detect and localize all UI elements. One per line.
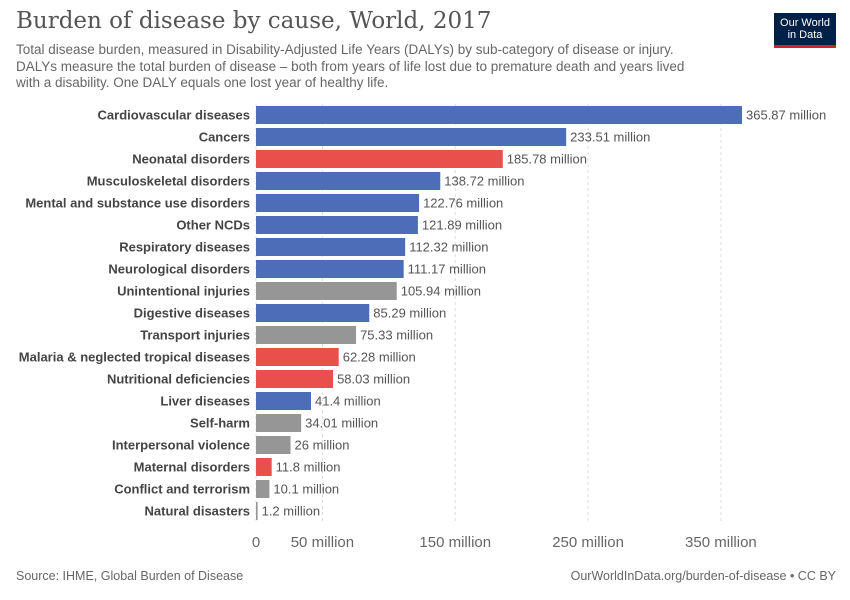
bar-malaria-and-neglected-tropical-diseases[interactable]: [256, 348, 339, 366]
logo-line-1: Our World: [780, 16, 830, 29]
value-label-malaria-and-neglected-tropical-diseases: 62.28 million: [343, 350, 416, 365]
value-label-musculoskeletal-disorders: 138.72 million: [444, 174, 524, 189]
category-label-neonatal-disorders: Neonatal disorders: [132, 152, 250, 167]
source-note: Source: IHME, Global Burden of Disease: [16, 569, 244, 583]
bar-digestive-diseases[interactable]: [256, 304, 370, 322]
bar-musculoskeletal-disorders[interactable]: [256, 172, 441, 190]
value-label-conflict-and-terrorism: 10.1 million: [273, 482, 339, 497]
value-label-respiratory-diseases: 112.32 million: [409, 240, 488, 255]
chart-subtitle: Total disease burden, measured in Disabi…: [16, 42, 685, 90]
bar-interpersonal-violence[interactable]: [256, 436, 291, 454]
value-label-transport-injuries: 75.33 million: [360, 328, 433, 343]
value-label-cardiovascular-diseases: 365.87 million: [746, 108, 826, 123]
bar-mental-and-substance-use-disorders[interactable]: [256, 194, 420, 212]
value-label-cancers: 233.51 million: [570, 130, 650, 145]
category-label-other-ncds: Other NCDs: [176, 218, 250, 233]
value-label-neonatal-disorders: 185.78 million: [507, 152, 587, 167]
category-label-digestive-diseases: Digestive diseases: [134, 306, 250, 321]
category-label-nutritional-deficiencies: Nutritional deficiencies: [107, 372, 250, 387]
bar-maternal-disorders[interactable]: [256, 458, 272, 476]
category-label-transport-injuries: Transport injuries: [140, 328, 250, 343]
value-label-natural-disasters: 1.2 million: [262, 504, 321, 519]
value-label-nutritional-deficiencies: 58.03 million: [337, 372, 410, 387]
category-label-respiratory-diseases: Respiratory diseases: [119, 240, 250, 255]
category-label-musculoskeletal-disorders: Musculoskeletal disorders: [87, 174, 250, 189]
category-label-cardiovascular-diseases: Cardiovascular diseases: [98, 108, 250, 123]
value-label-liver-diseases: 41.4 million: [315, 394, 381, 409]
bar-transport-injuries[interactable]: [256, 326, 357, 344]
category-label-mental-and-substance-use-disorders: Mental and substance use disorders: [25, 196, 250, 211]
logo-line-2: in Data: [787, 29, 823, 41]
bar-self-harm[interactable]: [256, 414, 302, 432]
bar-cardiovascular-diseases[interactable]: [256, 106, 742, 124]
credit-link[interactable]: OurWorldInData.org/burden-of-disease • C…: [570, 569, 836, 583]
value-label-interpersonal-violence: 26 million: [295, 438, 350, 453]
x-tick-label-250: 250 million: [552, 534, 624, 551]
category-label-neurological-disorders: Neurological disorders: [108, 262, 250, 277]
category-label-unintentional-injuries: Unintentional injuries: [117, 284, 250, 299]
category-label-natural-disasters: Natural disasters: [145, 504, 251, 519]
bars: [256, 106, 742, 520]
bar-other-ncds[interactable]: [256, 216, 418, 234]
bar-liver-diseases[interactable]: [256, 392, 311, 410]
category-label-liver-diseases: Liver diseases: [160, 394, 250, 409]
category-label-malaria-and-neglected-tropical-diseases: Malaria & neglected tropical diseases: [19, 350, 250, 365]
category-labels: Cardiovascular diseases Cancers Neonatal d…: [19, 108, 250, 519]
bar-cancers[interactable]: [256, 128, 567, 146]
value-label-unintentional-injuries: 105.94 million: [401, 284, 481, 299]
category-label-cancers: Cancers: [199, 130, 250, 145]
x-tick-label-50: 50 million: [291, 534, 354, 551]
value-label-other-ncds: 121.89 million: [422, 218, 502, 233]
owid-logo[interactable]: Our World in Data: [774, 13, 836, 48]
category-label-conflict-and-terrorism: Conflict and terrorism: [114, 482, 250, 497]
bar-neurological-disorders[interactable]: [256, 260, 404, 278]
value-label-mental-and-substance-use-disorders: 122.76 million: [423, 196, 503, 211]
x-tick-label-150: 150 million: [419, 534, 491, 551]
bar-conflict-and-terrorism[interactable]: [256, 480, 270, 498]
bar-nutritional-deficiencies[interactable]: [256, 370, 334, 388]
category-label-self-harm: Self-harm: [190, 416, 250, 431]
x-tick-label-0: 0: [252, 534, 260, 551]
category-label-maternal-disorders: Maternal disorders: [134, 460, 250, 475]
bar-respiratory-diseases[interactable]: [256, 238, 406, 256]
value-label-maternal-disorders: 11.8 million: [276, 460, 341, 475]
value-label-digestive-diseases: 85.29 million: [373, 306, 446, 321]
category-label-interpersonal-violence: Interpersonal violence: [112, 438, 250, 453]
bar-neonatal-disorders[interactable]: [256, 150, 503, 168]
value-label-self-harm: 34.01 million: [305, 416, 378, 431]
value-labels: 365.87 million 233.51 million 185.78 milli…: [262, 108, 827, 519]
x-axis-ticks: 0 50 million 150 million 250 million 350 mil…: [252, 534, 757, 551]
x-tick-label-350: 350 million: [685, 534, 757, 551]
value-label-neurological-disorders: 111.17 million: [408, 262, 486, 277]
bar-unintentional-injuries[interactable]: [256, 282, 397, 300]
bar-natural-disasters[interactable]: [256, 502, 258, 520]
chart-title: Burden of disease by cause, World, 2017: [16, 8, 492, 34]
